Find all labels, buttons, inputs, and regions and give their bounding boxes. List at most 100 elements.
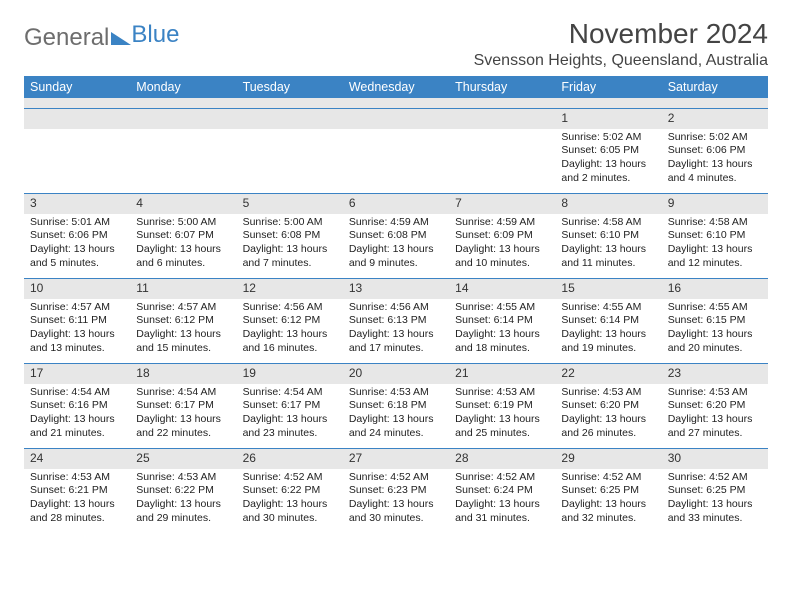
day-body: Sunrise: 4:58 AMSunset: 6:10 PMDaylight:… bbox=[662, 214, 768, 275]
day-body: Sunrise: 4:52 AMSunset: 6:23 PMDaylight:… bbox=[343, 469, 449, 530]
weekday-header: Friday bbox=[555, 76, 661, 98]
sunset-text: Sunset: 6:06 PM bbox=[30, 229, 124, 243]
sunset-text: Sunset: 6:12 PM bbox=[136, 314, 230, 328]
day-body bbox=[449, 129, 555, 189]
day-number: 10 bbox=[24, 279, 130, 299]
location-subtitle: Svensson Heights, Queensland, Australia bbox=[474, 52, 768, 70]
sunrise-text: Sunrise: 4:53 AM bbox=[668, 386, 762, 400]
day-cell: 14Sunrise: 4:55 AMSunset: 6:14 PMDayligh… bbox=[449, 279, 555, 363]
daylight-text: Daylight: 13 hours and 16 minutes. bbox=[243, 328, 337, 355]
daylight-text: Daylight: 13 hours and 10 minutes. bbox=[455, 243, 549, 270]
sunrise-text: Sunrise: 5:02 AM bbox=[668, 131, 762, 145]
weekday-header: Tuesday bbox=[237, 76, 343, 98]
daylight-text: Daylight: 13 hours and 32 minutes. bbox=[561, 498, 655, 525]
weekday-header: Wednesday bbox=[343, 76, 449, 98]
day-cell: 8Sunrise: 4:58 AMSunset: 6:10 PMDaylight… bbox=[555, 194, 661, 278]
daylight-text: Daylight: 13 hours and 31 minutes. bbox=[455, 498, 549, 525]
day-cell: 10Sunrise: 4:57 AMSunset: 6:11 PMDayligh… bbox=[24, 279, 130, 363]
day-body: Sunrise: 4:52 AMSunset: 6:25 PMDaylight:… bbox=[662, 469, 768, 530]
day-body: Sunrise: 4:56 AMSunset: 6:12 PMDaylight:… bbox=[237, 299, 343, 360]
day-cell: 17Sunrise: 4:54 AMSunset: 6:16 PMDayligh… bbox=[24, 364, 130, 448]
sunrise-text: Sunrise: 4:56 AM bbox=[349, 301, 443, 315]
sunset-text: Sunset: 6:10 PM bbox=[668, 229, 762, 243]
daylight-text: Daylight: 13 hours and 29 minutes. bbox=[136, 498, 230, 525]
sunrise-text: Sunrise: 4:58 AM bbox=[668, 216, 762, 230]
daylight-text: Daylight: 13 hours and 2 minutes. bbox=[561, 158, 655, 185]
weekday-header: Saturday bbox=[662, 76, 768, 98]
sunset-text: Sunset: 6:05 PM bbox=[561, 144, 655, 158]
day-cell: 4Sunrise: 5:00 AMSunset: 6:07 PMDaylight… bbox=[130, 194, 236, 278]
day-number: 6 bbox=[343, 194, 449, 214]
day-cell: 18Sunrise: 4:54 AMSunset: 6:17 PMDayligh… bbox=[130, 364, 236, 448]
sunset-text: Sunset: 6:18 PM bbox=[349, 399, 443, 413]
calendar: Sunday Monday Tuesday Wednesday Thursday… bbox=[24, 76, 768, 533]
sunset-text: Sunset: 6:19 PM bbox=[455, 399, 549, 413]
weekday-header: Sunday bbox=[24, 76, 130, 98]
day-body bbox=[237, 129, 343, 189]
day-body: Sunrise: 4:59 AMSunset: 6:09 PMDaylight:… bbox=[449, 214, 555, 275]
daylight-text: Daylight: 13 hours and 19 minutes. bbox=[561, 328, 655, 355]
day-body: Sunrise: 5:00 AMSunset: 6:07 PMDaylight:… bbox=[130, 214, 236, 275]
sunrise-text: Sunrise: 4:54 AM bbox=[136, 386, 230, 400]
day-number: 8 bbox=[555, 194, 661, 214]
weekday-header: Monday bbox=[130, 76, 236, 98]
day-body: Sunrise: 4:54 AMSunset: 6:17 PMDaylight:… bbox=[130, 384, 236, 445]
day-cell: 28Sunrise: 4:52 AMSunset: 6:24 PMDayligh… bbox=[449, 449, 555, 533]
sunrise-text: Sunrise: 5:01 AM bbox=[30, 216, 124, 230]
daylight-text: Daylight: 13 hours and 4 minutes. bbox=[668, 158, 762, 185]
day-body: Sunrise: 4:57 AMSunset: 6:12 PMDaylight:… bbox=[130, 299, 236, 360]
sunrise-text: Sunrise: 4:57 AM bbox=[136, 301, 230, 315]
daylight-text: Daylight: 13 hours and 33 minutes. bbox=[668, 498, 762, 525]
day-cell: 21Sunrise: 4:53 AMSunset: 6:19 PMDayligh… bbox=[449, 364, 555, 448]
sunset-text: Sunset: 6:17 PM bbox=[243, 399, 337, 413]
sunset-text: Sunset: 6:17 PM bbox=[136, 399, 230, 413]
sunset-text: Sunset: 6:08 PM bbox=[243, 229, 337, 243]
logo-word-2: Blue bbox=[131, 21, 179, 49]
day-cell bbox=[130, 109, 236, 193]
sunset-text: Sunset: 6:25 PM bbox=[668, 484, 762, 498]
logo-word-1: General bbox=[24, 24, 109, 52]
sunrise-text: Sunrise: 4:53 AM bbox=[561, 386, 655, 400]
sunrise-text: Sunrise: 4:53 AM bbox=[349, 386, 443, 400]
sunset-text: Sunset: 6:14 PM bbox=[561, 314, 655, 328]
daylight-text: Daylight: 13 hours and 13 minutes. bbox=[30, 328, 124, 355]
day-number: 11 bbox=[130, 279, 236, 299]
day-body: Sunrise: 4:55 AMSunset: 6:14 PMDaylight:… bbox=[449, 299, 555, 360]
day-cell: 30Sunrise: 4:52 AMSunset: 6:25 PMDayligh… bbox=[662, 449, 768, 533]
sunset-text: Sunset: 6:21 PM bbox=[30, 484, 124, 498]
day-cell: 5Sunrise: 5:00 AMSunset: 6:08 PMDaylight… bbox=[237, 194, 343, 278]
day-number: 7 bbox=[449, 194, 555, 214]
weeks-container: 1Sunrise: 5:02 AMSunset: 6:05 PMDaylight… bbox=[24, 108, 768, 533]
day-number: 30 bbox=[662, 449, 768, 469]
day-cell: 29Sunrise: 4:52 AMSunset: 6:25 PMDayligh… bbox=[555, 449, 661, 533]
day-cell bbox=[237, 109, 343, 193]
day-cell: 25Sunrise: 4:53 AMSunset: 6:22 PMDayligh… bbox=[130, 449, 236, 533]
day-number bbox=[343, 109, 449, 129]
day-number bbox=[24, 109, 130, 129]
day-body: Sunrise: 4:59 AMSunset: 6:08 PMDaylight:… bbox=[343, 214, 449, 275]
sunrise-text: Sunrise: 4:58 AM bbox=[561, 216, 655, 230]
daylight-text: Daylight: 13 hours and 28 minutes. bbox=[30, 498, 124, 525]
day-number: 9 bbox=[662, 194, 768, 214]
day-number: 15 bbox=[555, 279, 661, 299]
sunrise-text: Sunrise: 4:55 AM bbox=[668, 301, 762, 315]
day-body: Sunrise: 4:58 AMSunset: 6:10 PMDaylight:… bbox=[555, 214, 661, 275]
day-body: Sunrise: 4:54 AMSunset: 6:16 PMDaylight:… bbox=[24, 384, 130, 445]
day-cell: 6Sunrise: 4:59 AMSunset: 6:08 PMDaylight… bbox=[343, 194, 449, 278]
sunrise-text: Sunrise: 4:59 AM bbox=[349, 216, 443, 230]
day-number bbox=[449, 109, 555, 129]
sunrise-text: Sunrise: 4:56 AM bbox=[243, 301, 337, 315]
day-number: 1 bbox=[555, 109, 661, 129]
sunset-text: Sunset: 6:15 PM bbox=[668, 314, 762, 328]
day-body: Sunrise: 4:57 AMSunset: 6:11 PMDaylight:… bbox=[24, 299, 130, 360]
sunset-text: Sunset: 6:22 PM bbox=[136, 484, 230, 498]
day-cell bbox=[343, 109, 449, 193]
day-body: Sunrise: 5:00 AMSunset: 6:08 PMDaylight:… bbox=[237, 214, 343, 275]
sunset-text: Sunset: 6:12 PM bbox=[243, 314, 337, 328]
sunset-text: Sunset: 6:06 PM bbox=[668, 144, 762, 158]
daylight-text: Daylight: 13 hours and 18 minutes. bbox=[455, 328, 549, 355]
day-number bbox=[130, 109, 236, 129]
day-body: Sunrise: 4:55 AMSunset: 6:14 PMDaylight:… bbox=[555, 299, 661, 360]
day-number: 13 bbox=[343, 279, 449, 299]
daylight-text: Daylight: 13 hours and 25 minutes. bbox=[455, 413, 549, 440]
